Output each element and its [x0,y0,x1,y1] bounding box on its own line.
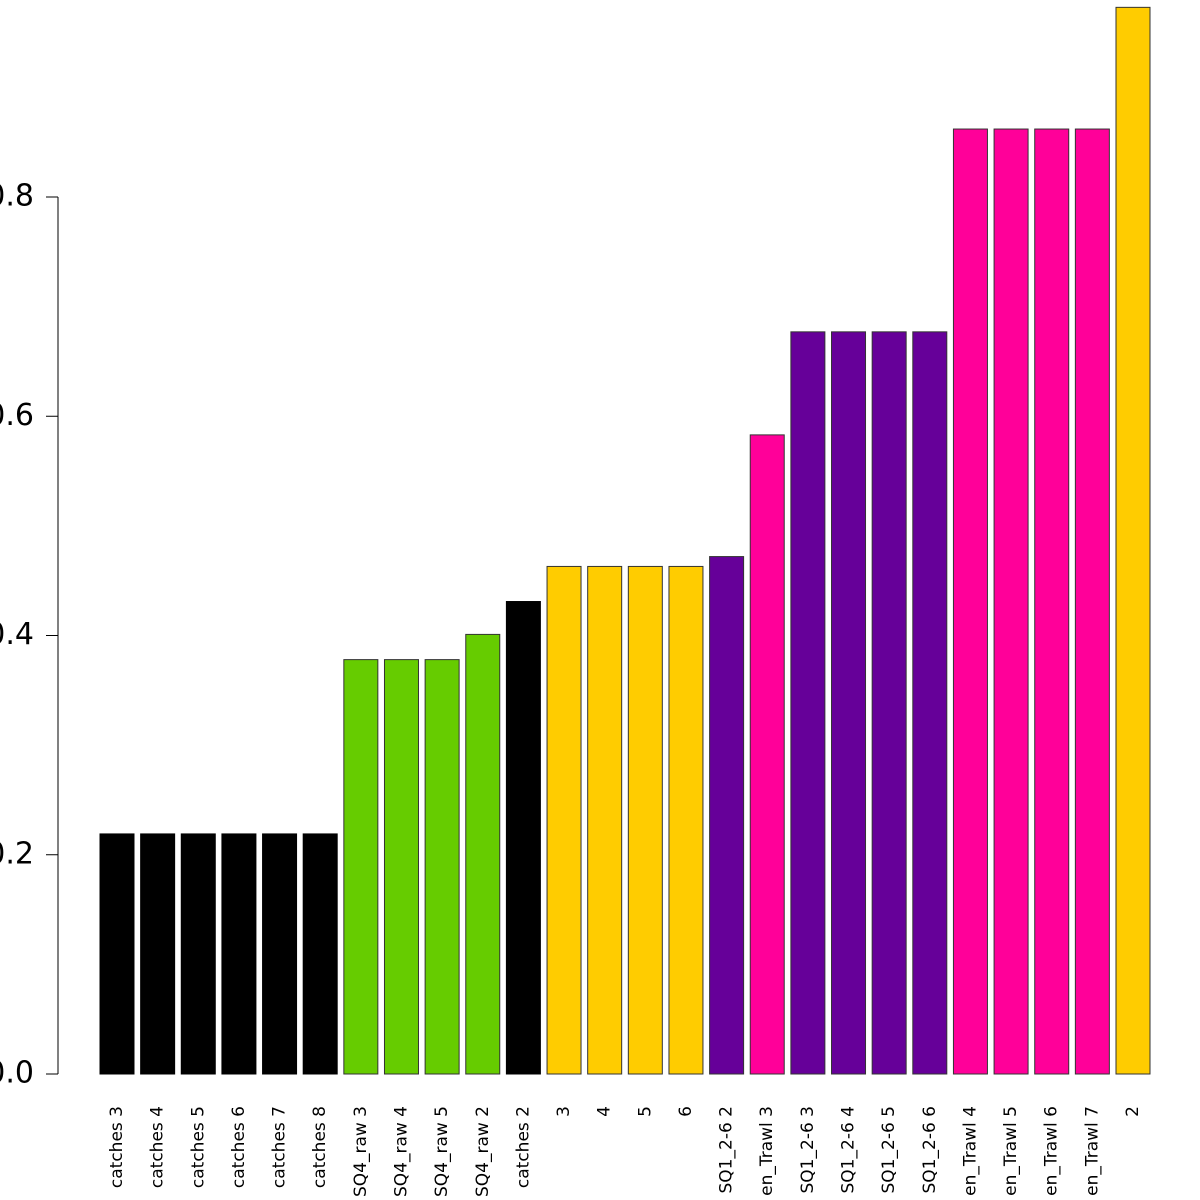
x-tick-label: catches 5 [188,1106,208,1188]
bar [262,833,298,1075]
y-tick-label: 0.4 [0,617,34,652]
x-tick-label: en_Trawl 6 [1042,1106,1062,1196]
x-tick-label: en_Trawl 3 [757,1106,777,1196]
x-tick-label: 2 [1123,1106,1143,1117]
y-tick-label: 0.2 [0,836,34,871]
x-tick-label: catches 6 [229,1106,249,1188]
x-tick-label: SQ4_raw 2 [473,1106,493,1197]
x-tick-label: catches 4 [148,1106,168,1188]
x-tick-label: catches 8 [310,1106,330,1188]
bar [668,565,704,1075]
bar [871,331,907,1075]
bar [99,833,135,1075]
bar [302,833,338,1075]
bar [1034,128,1070,1075]
y-tick-label: 0.0 [0,1056,34,1091]
bar [383,659,419,1075]
bar [587,565,623,1075]
bar [709,556,745,1075]
bar [465,633,501,1075]
x-tick-label: SQ4_raw 3 [351,1106,371,1197]
bar [180,833,216,1075]
x-tick-label: SQ1_2-6 4 [839,1106,859,1193]
x-tick-label: catches 3 [107,1106,127,1188]
x-tick-label: SQ1_2-6 2 [717,1106,737,1193]
bar [831,331,867,1075]
x-tick-label: catches 7 [270,1106,290,1188]
y-tick-label: 0.8 [0,179,34,214]
bar [140,833,176,1075]
bar [1115,6,1151,1075]
bar [1074,128,1110,1075]
bar [505,601,541,1075]
bar [993,128,1029,1075]
x-tick-label: 6 [676,1106,696,1117]
bar [424,659,460,1075]
bar [912,331,948,1075]
x-tick-label: en_Trawl 4 [960,1106,980,1196]
x-tick-label: SQ1_2-6 3 [798,1106,818,1193]
x-tick-label: en_Trawl 5 [1001,1106,1021,1196]
x-tick-label: 3 [554,1106,574,1117]
bar [749,434,785,1075]
bar [343,659,379,1075]
x-tick-label: SQ1_2-6 6 [920,1106,940,1193]
x-tick-label: catches 2 [513,1106,533,1188]
y-tick-label: 0.6 [0,398,34,433]
bar [627,565,663,1075]
x-tick-label: SQ4_raw 4 [391,1106,411,1197]
x-tick-label: 5 [635,1106,655,1117]
bar [790,331,826,1075]
bar [952,128,988,1075]
x-tick-label: 4 [595,1106,615,1117]
bar [546,565,582,1075]
x-tick-label: SQ1_2-6 5 [879,1106,899,1193]
x-tick-label: SQ4_raw 5 [432,1106,452,1197]
x-tick-label: en_Trawl 7 [1082,1106,1102,1196]
bar [221,833,257,1075]
